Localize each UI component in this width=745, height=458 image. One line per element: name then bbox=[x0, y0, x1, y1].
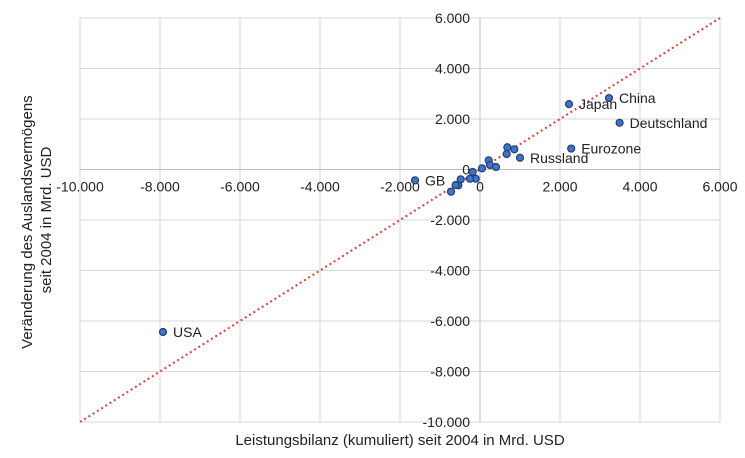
point-label: Japan bbox=[579, 96, 617, 112]
x-tick-label: -4.000 bbox=[300, 179, 340, 195]
data-point bbox=[491, 162, 501, 172]
x-tick-label: 6.000 bbox=[702, 179, 737, 195]
data-point bbox=[564, 100, 574, 109]
x-axis-title: Leistungsbilanz (kumuliert) seit 2004 in… bbox=[235, 432, 564, 449]
data-point bbox=[615, 118, 624, 127]
data-point bbox=[604, 93, 614, 103]
point-label: Eurozone bbox=[581, 141, 641, 157]
y-tick-label: 6.000 bbox=[435, 10, 470, 26]
x-tick-label: 0 bbox=[476, 179, 484, 195]
y-tick-label: 4.000 bbox=[435, 61, 470, 77]
y-tick-label: 0 bbox=[462, 162, 470, 178]
point-label: China bbox=[619, 90, 656, 106]
x-tick-label: 2.000 bbox=[542, 179, 577, 195]
data-point bbox=[451, 180, 460, 190]
y-tick-label: -2.000 bbox=[430, 212, 470, 228]
point-label: Russland bbox=[530, 150, 588, 166]
x-tick-label: 4.000 bbox=[622, 179, 657, 195]
x-tick-label: -8.000 bbox=[140, 179, 180, 195]
y-tick-label: -8.000 bbox=[430, 364, 470, 380]
data-point bbox=[477, 164, 487, 173]
data-point bbox=[158, 327, 168, 337]
y-tick-label: 2.000 bbox=[435, 111, 470, 127]
x-tick-label: -6.000 bbox=[220, 179, 260, 195]
y-axis-title: Veränderung des Auslandsvermögens seit 2… bbox=[19, 91, 55, 349]
data-point bbox=[446, 187, 456, 196]
data-point bbox=[502, 149, 511, 159]
data-point bbox=[410, 176, 420, 185]
data-point bbox=[468, 167, 477, 177]
x-tick-label: -2.000 bbox=[380, 179, 420, 195]
point-label: Deutschland bbox=[630, 115, 708, 131]
y-tick-label: -4.000 bbox=[430, 263, 470, 279]
y-tick-label: -10.000 bbox=[423, 414, 471, 430]
reference-line bbox=[79, 17, 721, 423]
data-point bbox=[515, 153, 525, 162]
data-point bbox=[567, 144, 576, 153]
x-tick-label: -10.000 bbox=[56, 179, 104, 195]
point-label: USA bbox=[173, 324, 202, 340]
point-label: GB bbox=[425, 172, 445, 188]
data-point bbox=[510, 145, 519, 154]
data-point bbox=[465, 174, 475, 183]
y-tick-label: -6.000 bbox=[430, 313, 470, 329]
data-point bbox=[503, 143, 512, 152]
